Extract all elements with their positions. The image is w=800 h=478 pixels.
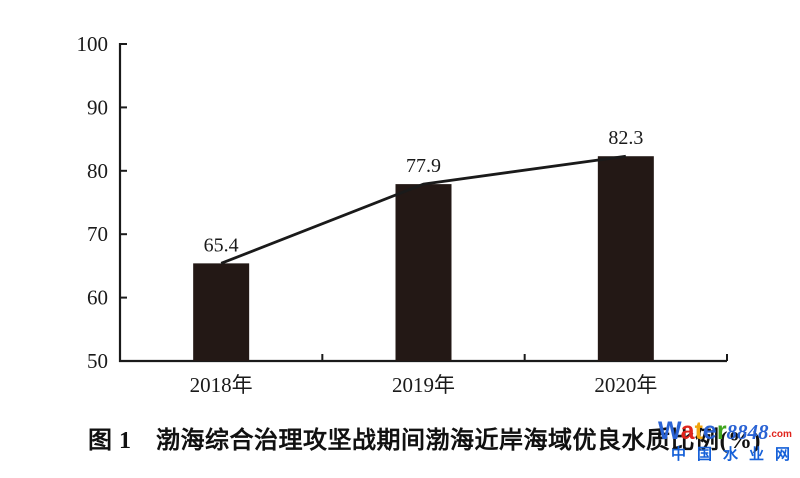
watermark-dotcom: .com (768, 429, 792, 440)
bar-line-chart: 50 60 70 80 90 100 65.4 2018年 77.9 2019年 82.3 2020年 (77, 32, 728, 397)
y-tick-label: 80 (87, 159, 108, 183)
bar (193, 263, 250, 361)
watermark: Water8848.com 中国水业网 (658, 419, 800, 463)
figure-caption: 图 1 渤海综合治理攻坚战期间渤海近岸海域优良水质比例(%) (88, 428, 761, 454)
y-tick-label: 50 (87, 349, 108, 373)
watermark-word: Water (658, 417, 727, 445)
value-label: 65.4 (204, 234, 239, 256)
watermark-letter: t (694, 417, 703, 445)
watermark-letter: a (680, 417, 695, 445)
bar (395, 184, 452, 361)
y-tick-label: 100 (77, 32, 109, 56)
trend-line (220, 154, 627, 265)
x-tick-label: 2020年 (594, 373, 657, 397)
watermark-letter: e (702, 417, 717, 445)
watermark-number: 8848 (726, 420, 769, 444)
y-tick-label: 90 (87, 95, 108, 119)
watermark-letter: r (716, 417, 727, 445)
y-tick-label: 70 (87, 222, 108, 246)
bar (597, 156, 654, 361)
value-label: 77.9 (406, 155, 441, 177)
watermark-logo: Water8848.com (658, 419, 800, 444)
watermark-letter: W (658, 417, 681, 445)
watermark-site-name: 中国水业网 (671, 446, 800, 463)
x-tick-label: 2019年 (392, 373, 455, 397)
y-tick-label: 60 (87, 286, 108, 310)
x-tick-label: 2018年 (190, 373, 253, 397)
value-label: 82.3 (608, 127, 643, 149)
